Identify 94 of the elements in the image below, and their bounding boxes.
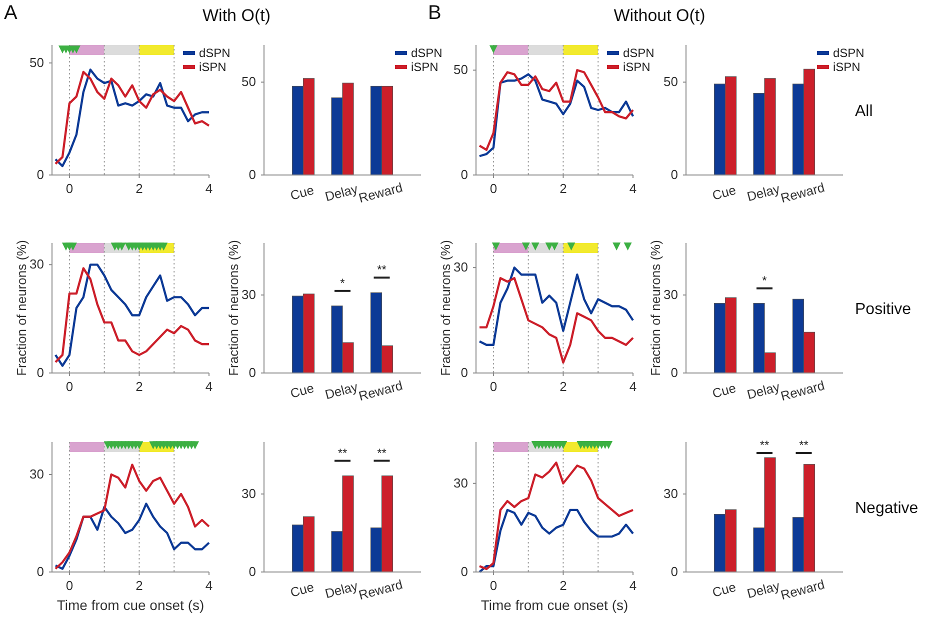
- y-tick-label: 0: [670, 564, 678, 579]
- x-tick-label: 2: [560, 379, 567, 394]
- x-tick-label: Reward: [779, 576, 826, 603]
- legend-label: iSPN: [411, 60, 438, 74]
- legend-label: dSPN: [833, 46, 864, 60]
- y-tick-label: 0: [36, 167, 44, 182]
- x-tick-label: 2: [136, 578, 143, 593]
- text: All: [855, 103, 873, 120]
- y-tick-label: 30: [30, 466, 44, 482]
- x-tick-label: 2: [560, 181, 567, 196]
- annotation: *: [762, 273, 768, 288]
- annotation: **: [377, 262, 387, 277]
- x-tick-label: 4: [629, 578, 637, 593]
- y-tick-label: 0: [248, 365, 256, 380]
- line-series: [478, 277, 634, 364]
- x-tick-label: 0: [66, 181, 74, 196]
- y-tick-label: 50: [664, 74, 678, 90]
- legend-label: iSPN: [199, 60, 226, 74]
- x-tick-label: Delay: [745, 578, 782, 602]
- x-tick-label: 4: [205, 578, 213, 593]
- legend-label: dSPN: [411, 46, 442, 60]
- x-tick-label: Cue: [288, 182, 316, 203]
- y-tick-label: 0: [460, 167, 468, 182]
- y-tick-label: 0: [36, 365, 44, 380]
- x-tick-label: Cue: [288, 380, 316, 401]
- annotation: **: [799, 438, 809, 452]
- y-tick-label: 0: [670, 167, 678, 182]
- y-tick-label: 30: [454, 475, 468, 490]
- x-tick-label: Reward: [357, 180, 404, 206]
- y-tick-label: 50: [454, 62, 468, 78]
- x-tick-label: 0: [490, 578, 498, 593]
- x-tick-label: 0: [490, 379, 498, 394]
- text: B: [428, 2, 442, 24]
- y-tick-label: 0: [248, 564, 256, 579]
- y-tick-label: 30: [454, 260, 468, 275]
- y-tick-label: 30: [664, 287, 678, 302]
- legend-label: dSPN: [199, 46, 230, 60]
- chart-title: Without O(t): [614, 6, 706, 25]
- line-series: [478, 462, 634, 570]
- y-tick-label: 0: [248, 167, 256, 182]
- annotation: **: [760, 438, 770, 452]
- y-axis-title: Fraction of neurons (%): [648, 240, 663, 376]
- y-tick-label: 30: [242, 287, 256, 302]
- x-tick-label: 2: [560, 578, 567, 593]
- y-tick-label: 50: [30, 54, 44, 70]
- x-tick-label: 4: [629, 181, 637, 196]
- x-tick-label: Delay: [323, 578, 360, 602]
- chart-title: With O(t): [202, 6, 270, 25]
- x-tick-label: Delay: [323, 378, 360, 402]
- x-tick-label: Reward: [779, 378, 826, 404]
- x-tick-label: 0: [66, 379, 74, 394]
- text: A: [4, 2, 18, 24]
- line-series: [54, 464, 210, 570]
- legend-label: iSPN: [833, 60, 860, 74]
- y-tick-label: 0: [460, 365, 468, 380]
- text: Positive: [855, 301, 912, 318]
- x-tick-label: Delay: [745, 378, 782, 402]
- line-series: [478, 266, 634, 346]
- x-tick-label: 0: [66, 578, 74, 593]
- y-tick-label: 30: [30, 256, 44, 272]
- y-axis-title: Fraction of neurons (%): [14, 240, 29, 376]
- x-tick-label: Reward: [357, 576, 404, 603]
- annotation: *: [340, 276, 346, 290]
- x-tick-label: Delay: [745, 180, 782, 204]
- y-tick-label: 30: [664, 486, 678, 501]
- line-series: [478, 508, 634, 574]
- y-tick-label: 30: [242, 486, 256, 501]
- x-axis-title: Time from cue onset (s): [56, 597, 204, 613]
- x-tick-label: Cue: [710, 380, 738, 401]
- annotation: **: [377, 446, 387, 460]
- x-axis-title: Time from cue onset (s): [480, 597, 628, 613]
- x-tick-label: 4: [205, 181, 213, 196]
- x-tick-label: Cue: [710, 182, 738, 203]
- y-tick-label: 50: [242, 74, 256, 90]
- x-tick-label: 2: [136, 379, 143, 394]
- y-tick-label: 0: [36, 564, 44, 579]
- x-tick-label: Cue: [710, 579, 738, 600]
- y-axis-title: Fraction of neurons (%): [438, 240, 453, 376]
- x-tick-label: 2: [136, 181, 143, 196]
- x-tick-label: Delay: [323, 180, 360, 204]
- x-tick-label: Reward: [357, 378, 404, 404]
- y-tick-label: 0: [460, 564, 468, 579]
- x-tick-label: 4: [629, 379, 637, 394]
- x-tick-label: Reward: [779, 180, 826, 206]
- y-tick-label: 0: [670, 365, 678, 380]
- annotation: **: [338, 446, 348, 460]
- text: Negative: [855, 500, 918, 517]
- legend-label: dSPN: [623, 46, 654, 60]
- x-tick-label: 4: [205, 379, 213, 394]
- x-tick-label: Cue: [288, 579, 316, 600]
- x-tick-label: 0: [490, 181, 498, 196]
- legend-label: iSPN: [623, 60, 650, 74]
- line-series: [54, 502, 210, 570]
- y-axis-title: Fraction of neurons (%): [226, 240, 241, 376]
